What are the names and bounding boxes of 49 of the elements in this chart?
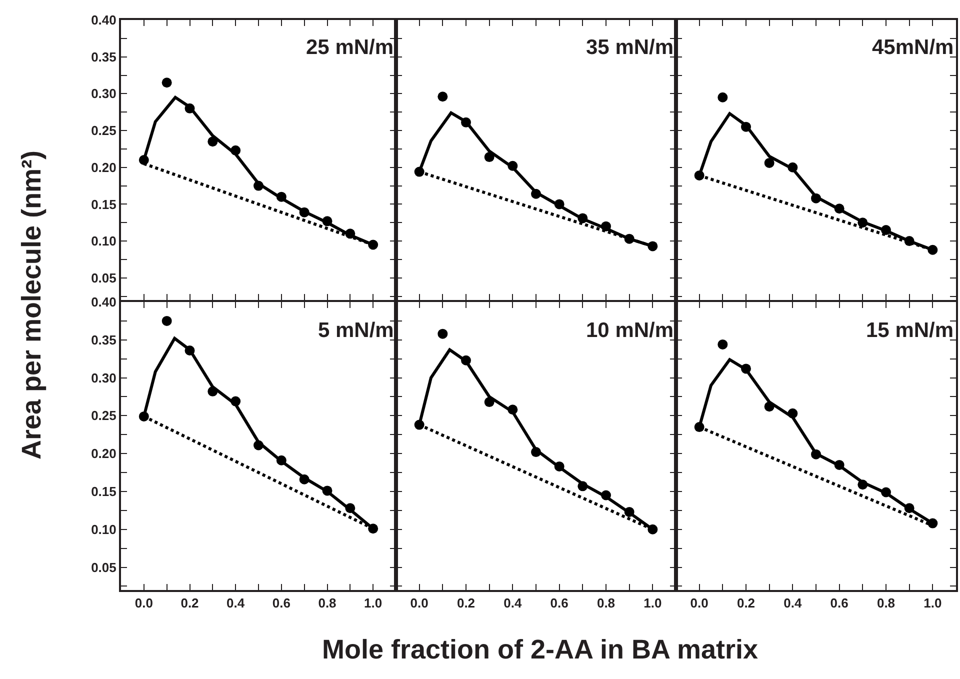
x-axis-title: Mole fraction of 2-AA in BA matrix (322, 634, 758, 666)
x-tick-label: 0.8 (876, 596, 896, 611)
point (438, 92, 448, 102)
x-tick-label: 0.0 (134, 596, 153, 611)
x-tick-label: 1.0 (644, 596, 662, 611)
x-tick-label: 0.2 (456, 596, 476, 611)
y-tick-label: 0.25 (91, 123, 116, 138)
x-tick-label: 0.2 (736, 596, 756, 611)
y-tick-label: 0.10 (91, 522, 116, 537)
y-tick-label: 0.15 (91, 484, 116, 500)
y-tick-label: 0.35 (91, 49, 116, 64)
x-tick-label: 0.6 (550, 596, 568, 611)
x-tick-label: 0.8 (596, 596, 616, 611)
y-tick-label: 0.30 (91, 370, 116, 386)
point (162, 78, 172, 88)
x-tick-label: 1.0 (364, 596, 382, 611)
y-tick-label: 0.05 (91, 270, 116, 286)
annotation: 35 mN/m (586, 36, 674, 59)
x-tick-label: 0.0 (690, 596, 708, 611)
annotation: 45mN/m (872, 36, 954, 59)
y-tick-label: 0.25 (91, 408, 116, 424)
x-tick-label: 0.8 (318, 596, 336, 611)
annotation: 5 mN/m (318, 319, 394, 342)
annotation: 10 mN/m (586, 319, 674, 342)
point (718, 92, 728, 102)
x-tick-label: 0.4 (226, 596, 246, 611)
y-tick-label: 0.15 (91, 196, 116, 212)
y-tick-label: 0.20 (91, 446, 116, 462)
x-tick-label: 1.0 (924, 596, 942, 611)
y-tick-label: 0.40 (91, 12, 116, 28)
y-axis-title: Area per molecule (nm²) (16, 150, 48, 460)
x-tick-label: 0.6 (272, 596, 290, 611)
point (764, 158, 774, 168)
point (162, 316, 172, 326)
x-tick-label: 0.0 (410, 596, 428, 611)
y-tick-label: 0.05 (91, 560, 116, 575)
annotation: 25 mN/m (306, 36, 394, 59)
x-tick-label: 0.6 (830, 596, 848, 611)
y-tick-label: 0.20 (91, 160, 116, 175)
x-tick-label: 0.4 (504, 596, 522, 611)
y-tick-label: 0.40 (91, 294, 116, 310)
point (438, 328, 448, 339)
y-tick-label: 0.30 (91, 86, 116, 102)
x-tick-label: 0.4 (784, 596, 802, 611)
annotation: 15 mN/m (866, 319, 954, 342)
y-tick-label: 0.10 (91, 234, 116, 249)
point (718, 339, 728, 350)
x-tick-label: 0.2 (180, 596, 199, 611)
y-tick-label: 0.35 (91, 332, 116, 348)
